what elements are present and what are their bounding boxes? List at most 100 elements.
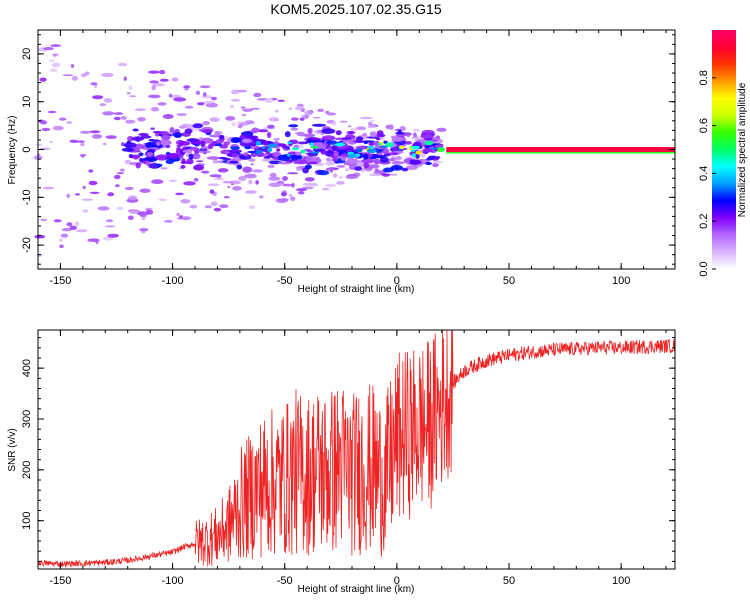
heatmap-cell xyxy=(180,165,186,169)
heatmap-cell xyxy=(114,174,121,180)
y-tick-label: 300 xyxy=(21,410,33,428)
heatmap-cell xyxy=(297,191,305,195)
heatmap-cell xyxy=(286,172,299,175)
heatmap-cell xyxy=(60,233,69,238)
heatmap-cell xyxy=(145,141,155,149)
heatmap-cell xyxy=(363,140,368,145)
heatmap-cell xyxy=(114,184,120,188)
heatmap-cell xyxy=(82,209,89,213)
x-tick-label: 100 xyxy=(612,575,630,587)
heatmap-cell xyxy=(81,154,85,158)
heatmap-cell xyxy=(373,158,380,165)
heatmap-cell xyxy=(120,115,128,120)
heatmap-cell xyxy=(321,187,330,191)
heatmap-cell xyxy=(409,159,414,164)
heatmap-cell xyxy=(142,157,157,161)
heatmap-cell xyxy=(368,142,375,146)
heatmap-cell xyxy=(411,136,421,140)
heatmap-cell xyxy=(202,92,207,97)
heatmap-cell xyxy=(380,173,391,176)
x-tick-label: 100 xyxy=(612,275,630,287)
heatmap-cell xyxy=(127,135,134,142)
heatmap-cell xyxy=(255,140,262,146)
heatmap-cell xyxy=(53,219,62,223)
heatmap-cell xyxy=(311,142,324,148)
heatmap-cell xyxy=(303,133,316,138)
heatmap-cell xyxy=(165,157,173,160)
heatmap-cell xyxy=(258,195,264,199)
heatmap-cell xyxy=(126,92,131,95)
heatmap-cell xyxy=(366,136,379,139)
heatmap-cell xyxy=(255,180,259,185)
heatmap-cell xyxy=(275,198,288,204)
heatmap-cell xyxy=(287,153,291,157)
heatmap-cell xyxy=(261,158,274,162)
heatmap-cell xyxy=(128,209,140,214)
heatmap-cell xyxy=(411,153,416,158)
heatmap-cell xyxy=(243,152,249,157)
heatmap-cell xyxy=(169,127,175,134)
heatmap-y-axis-label: Frequency (Hz) xyxy=(7,116,18,185)
heatmap-cell xyxy=(431,147,438,150)
heatmap-cell xyxy=(105,135,117,140)
heatmap-cell xyxy=(388,124,394,130)
heatmap-cell xyxy=(80,73,87,78)
heatmap-cell xyxy=(427,155,436,159)
heatmap-cell xyxy=(320,133,325,136)
heatmap-cell xyxy=(432,158,439,161)
heatmap-cell xyxy=(264,98,274,103)
heatmap-cell xyxy=(326,112,337,116)
heatmap-cell xyxy=(282,176,288,181)
heatmap-cell xyxy=(39,77,47,82)
heatmap-cell xyxy=(80,142,85,147)
heatmap-cell xyxy=(137,117,146,122)
heatmap-cell xyxy=(197,102,205,106)
heatmap-cell xyxy=(213,207,222,212)
heatmap-cell xyxy=(305,156,316,162)
heatmap-cell xyxy=(324,183,337,188)
heatmap-cell xyxy=(347,153,357,158)
heatmap-cell xyxy=(299,117,305,121)
heatmap-cell xyxy=(397,129,402,134)
heatmap-cell xyxy=(219,204,229,209)
heatmap-cell xyxy=(354,166,363,171)
heatmap-cell xyxy=(183,85,191,89)
heatmap-cell xyxy=(288,107,293,111)
heatmap-cell xyxy=(304,164,312,170)
heatmap-cell xyxy=(348,131,356,135)
heatmap-cell xyxy=(81,198,94,201)
heatmap-cell xyxy=(43,47,55,51)
heatmap-cell xyxy=(52,53,59,56)
heatmap-cell xyxy=(377,142,382,146)
heatmap-cell xyxy=(119,168,125,172)
heatmap-cell xyxy=(294,106,305,111)
colorbar-gradient xyxy=(712,30,736,269)
x-tick-label: -100 xyxy=(162,575,184,587)
heatmap-cell xyxy=(345,175,359,179)
heatmap-cell xyxy=(123,142,137,148)
heatmap-cell xyxy=(366,164,380,169)
heatmap-cell xyxy=(222,180,235,184)
heatmap-cell xyxy=(199,85,211,89)
heatmap-cell xyxy=(338,176,344,179)
x-tick-label: -50 xyxy=(277,275,293,287)
heatmap-cell xyxy=(296,131,305,136)
heatmap-cell xyxy=(266,155,271,159)
heatmap-cell xyxy=(118,62,128,67)
heatmap-cell xyxy=(325,168,334,172)
heatmap-cell xyxy=(139,188,151,193)
heatmap-cell xyxy=(42,186,55,190)
heatmap-cell xyxy=(186,138,200,142)
heatmap-cell xyxy=(421,129,435,135)
heatmap-cell xyxy=(201,146,211,151)
snr-x-axis-label: Height of straight line (km) xyxy=(298,584,415,595)
heatmap-cell xyxy=(176,144,183,147)
heatmap-cell xyxy=(66,222,73,227)
heatmap-cell xyxy=(183,181,196,186)
heatmap-cell xyxy=(227,186,231,188)
heatmap-cell xyxy=(215,143,223,147)
heatmap-cell xyxy=(150,106,160,112)
heatmap-cell xyxy=(189,146,199,151)
heatmap-cell xyxy=(88,180,98,186)
heatmap-cell xyxy=(387,152,399,156)
